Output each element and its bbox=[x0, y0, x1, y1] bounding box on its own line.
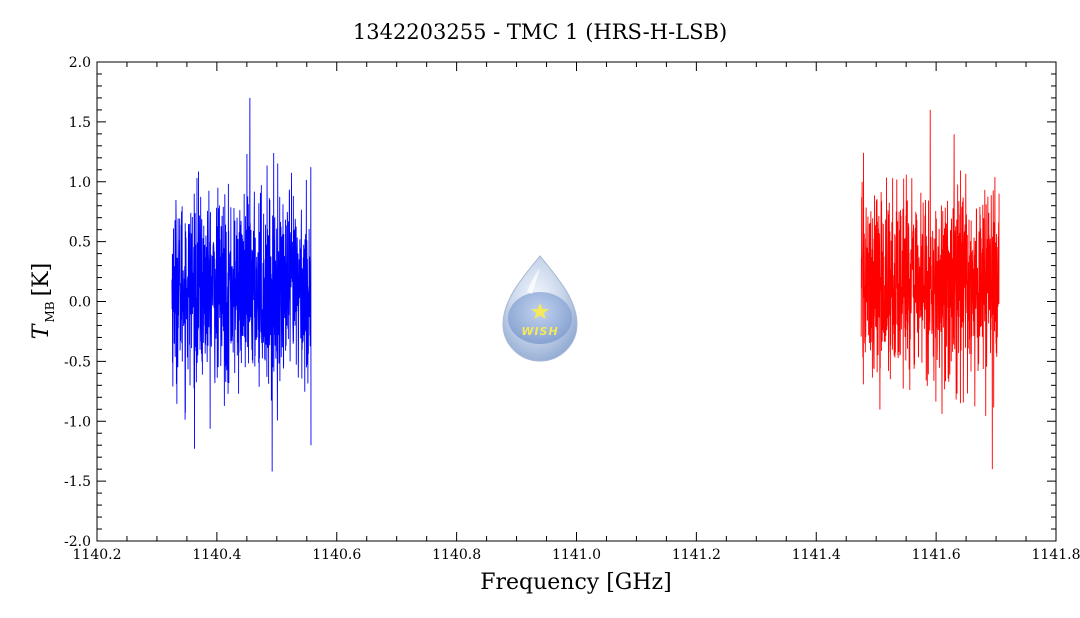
x-tick-label: 1141.6 bbox=[912, 547, 961, 563]
y-tick-label: 0.5 bbox=[69, 235, 91, 251]
x-tick-label: 1141.2 bbox=[672, 547, 721, 563]
x-tick-label: 1140.8 bbox=[432, 547, 481, 563]
logo-highlight bbox=[527, 268, 540, 294]
series-layer bbox=[171, 97, 1000, 472]
y-tick-labels: 2.0 1.5 1.0 0.5 0.0 -0.5 -1.0 -1.5 -2.0 bbox=[64, 55, 91, 550]
y-axis-label-unit: [K] bbox=[29, 263, 54, 297]
logo-orb bbox=[508, 292, 572, 344]
tick-layer bbox=[96, 61, 1057, 542]
y-tick-label: -2.0 bbox=[64, 534, 91, 550]
wish-logo-icon: WISH bbox=[502, 255, 578, 362]
series-line-red bbox=[860, 109, 1000, 470]
y-tick-label: -1.5 bbox=[64, 474, 91, 490]
y-tick-label: 1.0 bbox=[69, 175, 91, 191]
y-tick-label: -0.5 bbox=[64, 354, 91, 370]
x-tick-label: 1141.0 bbox=[552, 547, 601, 563]
y-tick-label: 1.5 bbox=[69, 115, 91, 131]
y-tick-label: -1.0 bbox=[64, 414, 91, 430]
x-tick-label: 1140.6 bbox=[312, 547, 361, 563]
svg-text:TMB[K]: TMB [K] bbox=[29, 263, 57, 339]
y-axis-label-main: T bbox=[29, 322, 54, 339]
x-tick-label: 1141.8 bbox=[1032, 547, 1080, 563]
x-tick-label: 1140.2 bbox=[73, 547, 122, 563]
chart-title: 1342203255 - TMC 1 (HRS-H-LSB) bbox=[353, 20, 727, 44]
x-tick-label: 1140.4 bbox=[192, 547, 241, 563]
x-tick-label: 1141.4 bbox=[792, 547, 841, 563]
y-tick-label: 2.0 bbox=[69, 55, 91, 71]
logo-text: WISH bbox=[521, 325, 558, 338]
y-axis-label: TMB [K] bbox=[29, 263, 57, 339]
y-tick-label: 0.0 bbox=[69, 295, 91, 311]
x-axis-label: Frequency [GHz] bbox=[480, 570, 672, 595]
y-axis-label-sub: MB bbox=[43, 301, 57, 322]
series-line-blue bbox=[171, 97, 312, 472]
star-icon bbox=[531, 303, 549, 319]
x-tick-labels: 1140.2 1140.4 1140.6 1140.8 1141.0 1141.… bbox=[73, 547, 1080, 563]
